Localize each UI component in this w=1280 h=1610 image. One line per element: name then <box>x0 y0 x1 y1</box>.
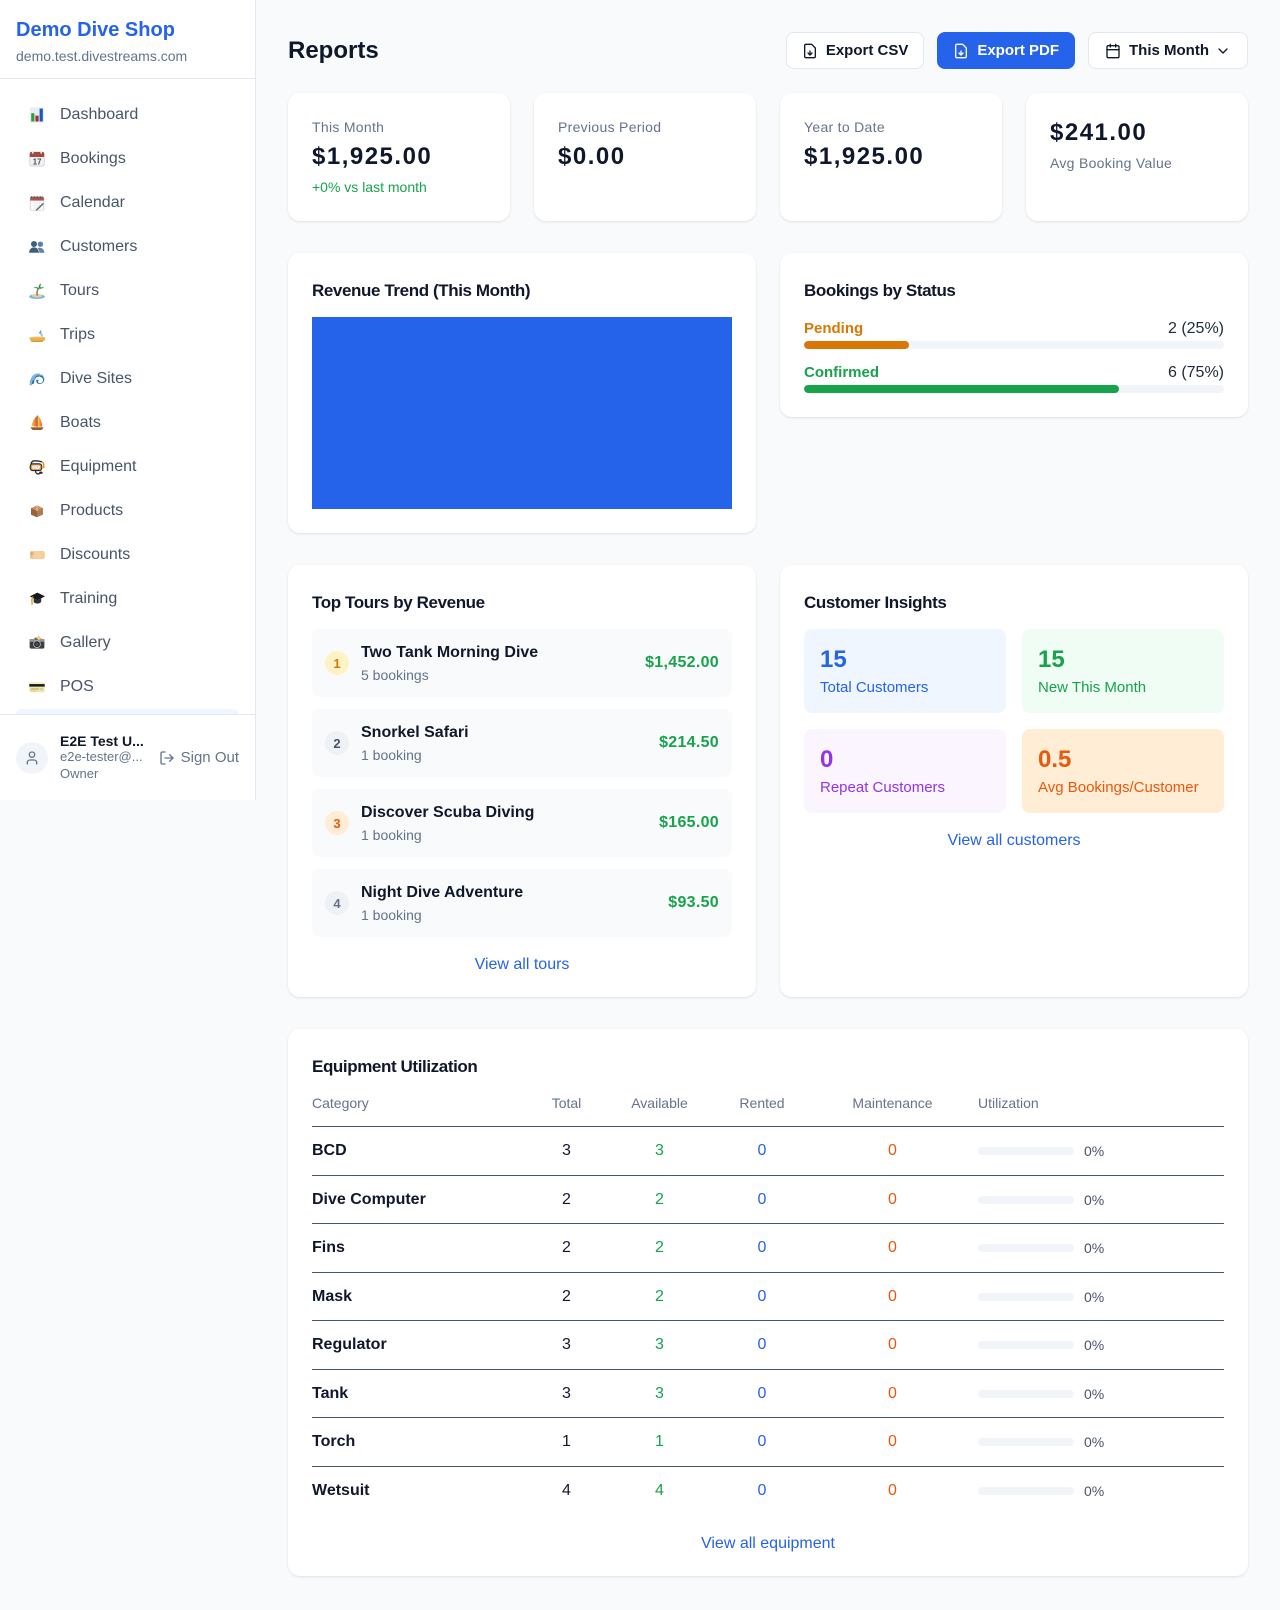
svg-text:17: 17 <box>33 157 42 166</box>
